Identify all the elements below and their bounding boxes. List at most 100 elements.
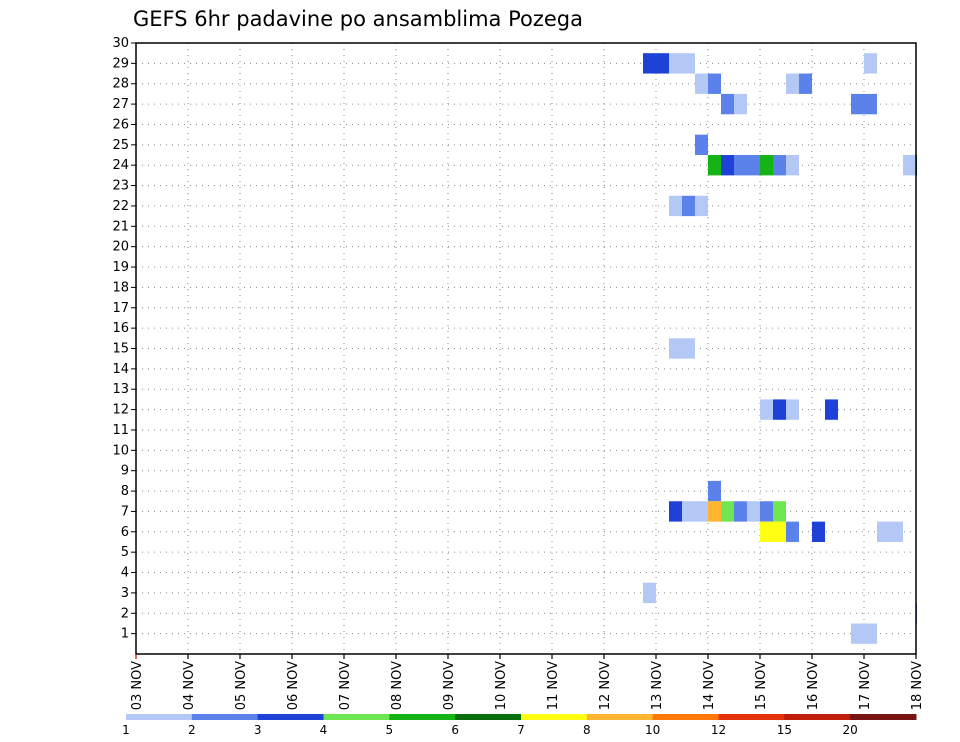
x-tick-label: 08 NOV [390,661,405,710]
legend-swatch [389,714,456,720]
precip-cell [708,480,721,502]
precip-cell [643,582,656,604]
y-tick-label: 17 [112,301,129,316]
x-tick-label: 09 NOV [442,661,457,710]
y-tick-label: 9 [121,464,129,479]
precip-cell [682,501,708,522]
data-cells [643,53,917,644]
legend-label: 4 [320,723,328,737]
precip-cell [877,521,903,542]
x-axis: 03 NOV 04 NOV 05 NOV 06 NOV 07 NOV 08 NOV 09 N… [130,654,925,710]
legend-label: 12 [711,723,726,737]
y-tick-label: 23 [112,179,129,194]
precip-cell [825,399,838,420]
grid-lines [135,42,917,654]
precip-cell [734,93,747,115]
legend-swatch [784,714,851,720]
precip-cell [812,521,825,542]
precip-cell [747,501,760,522]
y-tick-label: 26 [112,117,129,132]
x-tick-label: 05 NOV [234,661,249,710]
precip-cell [799,73,812,94]
y-tick-label: 28 [112,77,129,92]
x-tick-label: 14 NOV [702,661,717,710]
y-tick-label: 22 [112,199,129,214]
precip-cell [682,195,695,217]
y-tick-label: 25 [112,138,129,153]
legend-label: 10 [645,723,660,737]
legend-swatch [126,714,193,720]
precip-cell [773,501,786,522]
x-tick-label: 03 NOV [130,661,145,710]
color-legend: 1 2 3 4 5 6 7 8 10 12 15 20 [122,714,917,737]
x-tick-label: 06 NOV [286,661,301,710]
precip-cell [695,195,708,217]
legend-swatch [586,714,654,720]
legend-label: 15 [777,723,792,737]
precip-cell [708,73,721,94]
x-tick-label: 12 NOV [598,661,613,710]
x-tick-label: 16 NOV [806,661,821,710]
precip-cell [760,521,786,542]
y-tick-label: 21 [112,219,129,234]
legend-swatch [521,714,588,720]
y-tick-label: 12 [112,403,129,418]
x-tick-label: 18 NOV [910,661,925,710]
precip-cell [773,399,786,420]
y-tick-label: 20 [112,240,129,255]
y-tick-label: 24 [112,158,129,173]
y-tick-label: 18 [112,280,129,295]
chart-title: GEFS 6hr padavine po ansamblima Pozega [133,7,583,31]
precip-cell [721,155,734,176]
legend-label: 1 [122,723,130,737]
legend-swatch [850,714,917,720]
x-tick-label: 04 NOV [182,661,197,710]
precip-cell [851,623,877,644]
precip-cell [695,134,708,156]
y-tick-label: 8 [121,484,129,499]
precip-cell [760,155,773,176]
legend-swatch [191,714,259,720]
y-tick-label: 4 [121,566,129,581]
y-tick-label: 6 [121,525,129,540]
precip-cell [669,195,682,217]
x-tick-label: 10 NOV [494,661,509,710]
y-tick-label: 16 [112,321,129,336]
precip-cell [786,521,799,542]
y-axis: 1234567891011121314151617181920212223242… [112,36,136,642]
y-tick-label: 14 [112,362,129,377]
legend-label: 20 [843,723,858,737]
x-tick-label: 17 NOV [858,661,873,710]
y-tick-label: 29 [112,56,129,71]
legend-label: 2 [188,723,196,737]
legend-label: 8 [583,723,591,737]
y-tick-label: 3 [121,586,129,601]
y-tick-label: 11 [112,423,129,438]
precip-cell [786,73,799,94]
y-tick-label: 15 [112,342,129,357]
y-tick-label: 27 [112,97,129,112]
y-tick-label: 1 [121,627,129,642]
precip-cell [643,53,669,74]
legend-swatch [718,714,785,720]
legend-swatch [323,714,390,720]
precip-cell [669,338,695,359]
precip-cell [864,53,877,74]
precip-cell [708,155,721,176]
precip-cell [760,501,773,522]
x-tick-label: 11 NOV [546,661,561,710]
precip-cell [786,399,799,420]
y-tick-label: 7 [121,504,129,519]
precip-cell [786,155,799,176]
y-tick-label: 19 [112,260,129,275]
legend-label: 6 [451,723,459,737]
x-tick-label: 07 NOV [338,661,353,710]
x-tick-label: 15 NOV [754,661,769,710]
precip-cell [669,53,695,74]
precip-cell [669,501,682,522]
precip-cell [773,155,786,176]
legend-swatch [455,714,522,720]
legend-swatch [257,714,324,720]
y-tick-label: 13 [112,382,129,397]
